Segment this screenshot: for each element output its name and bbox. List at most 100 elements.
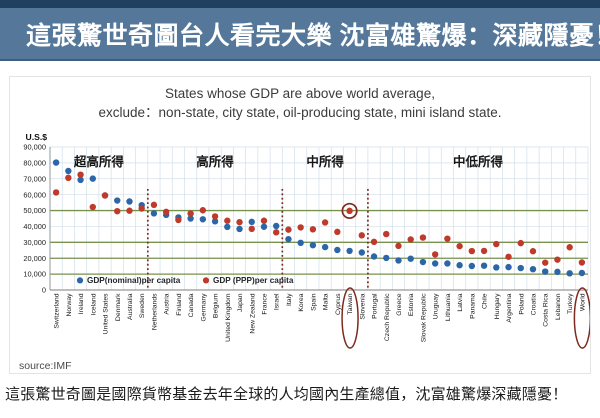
data-point (114, 207, 121, 215)
category-label: Lithuania (445, 293, 452, 321)
data-point (395, 257, 402, 264)
category-label: Netherlands (151, 293, 158, 330)
data-point (101, 192, 109, 199)
category-label: Australia (127, 293, 134, 320)
data-point (126, 207, 133, 214)
data-point (407, 236, 414, 243)
data-point (456, 262, 463, 269)
data-point (419, 258, 427, 266)
category-label: Latvia (457, 293, 464, 311)
y-tick-label: 50,000 (23, 206, 46, 215)
category-label: Switzerland (54, 293, 61, 328)
category-label: France (261, 293, 268, 314)
legend-label: GDP (PPP)per capita (213, 276, 294, 285)
category-label: Panama (469, 293, 476, 319)
category-label: Taiwan (347, 293, 354, 314)
data-point (468, 247, 476, 255)
data-point (297, 224, 304, 231)
category-label: Hungary (494, 293, 501, 319)
data-point (248, 225, 255, 233)
data-point (431, 251, 439, 258)
data-point (52, 189, 60, 196)
data-point (529, 265, 537, 273)
data-point (297, 239, 304, 247)
category-label: Finland (176, 293, 183, 316)
category-label: Iceland (90, 293, 97, 315)
y-axis-unit: U.S.$ (26, 132, 48, 142)
category-label: Greece (396, 293, 403, 316)
data-point (346, 247, 353, 255)
data-point (493, 264, 500, 271)
category-label: Czech Republic (384, 293, 391, 341)
data-point (224, 223, 231, 231)
category-label: Japan (237, 293, 244, 312)
category-label: Canada (188, 293, 195, 317)
data-point (321, 219, 329, 226)
category-label: Sweden (139, 293, 146, 318)
category-label: Argentina (506, 293, 513, 322)
data-point (273, 222, 280, 230)
data-point (248, 218, 255, 226)
data-point (566, 244, 573, 251)
y-tick-label: 30,000 (23, 238, 46, 247)
data-point (77, 176, 84, 184)
data-point (89, 175, 96, 182)
data-point (309, 226, 317, 233)
category-labels: Switzerland Norway Ireland Iceland United St… (54, 293, 587, 342)
category-label: Malta (323, 293, 330, 310)
category-label: United Kingdom (225, 293, 232, 342)
data-point (493, 240, 500, 248)
chart-panel: States whose GDP are above world average… (9, 76, 591, 374)
data-point (211, 218, 219, 225)
region-label: 高所得 (196, 154, 234, 169)
category-label: Costa Rica (543, 293, 550, 326)
category-label: Turkey (567, 293, 574, 314)
data-point (114, 197, 121, 204)
axes (49, 147, 588, 291)
data-point (126, 198, 133, 205)
category-label: Lebanon (555, 293, 562, 320)
data-point (578, 259, 586, 266)
category-label: Italy (286, 293, 293, 306)
data-point (383, 230, 390, 238)
data-point (89, 203, 96, 211)
data-point (383, 254, 390, 262)
data-point (505, 253, 512, 260)
data-point (456, 242, 463, 250)
data-point (273, 229, 280, 236)
data-point (52, 159, 60, 166)
category-label: Poland (518, 293, 525, 314)
data-point (224, 217, 231, 224)
category-label: Slovenia (359, 293, 366, 319)
data-point (199, 207, 207, 214)
data-point (431, 260, 439, 267)
category-label: Belgium (213, 293, 220, 318)
y-tick-label: 10,000 (23, 270, 46, 279)
data-point (65, 174, 72, 182)
data-point (578, 269, 586, 277)
category-label: Spain (310, 293, 317, 311)
data-point (65, 167, 72, 175)
data-point (77, 171, 84, 178)
data-point (175, 216, 182, 224)
data-point (321, 243, 329, 251)
income-regions: 超高所得 高所得 中所得 中低所得 (73, 154, 504, 288)
data-point (517, 239, 524, 247)
category-label: Croatia (530, 293, 537, 315)
data-point (444, 235, 451, 242)
chart-source: source:IMF (19, 360, 72, 372)
legend: GDP(nominal)per capita GDP (PPP)per capit… (76, 276, 294, 285)
region-label: 中低所得 (453, 154, 504, 169)
y-tick-label: 90,000 (23, 143, 46, 152)
category-label: Uruguay (433, 293, 440, 319)
chart-title: States whose GDP are above world average… (10, 85, 590, 123)
category-label: Portugal (372, 293, 379, 319)
data-point (529, 248, 537, 255)
data-point (150, 201, 158, 209)
data-point (480, 262, 488, 269)
data-point (199, 216, 207, 223)
data-point (444, 260, 451, 267)
data-point (395, 242, 402, 250)
category-label: Norway (66, 293, 73, 317)
data-point (419, 234, 427, 241)
